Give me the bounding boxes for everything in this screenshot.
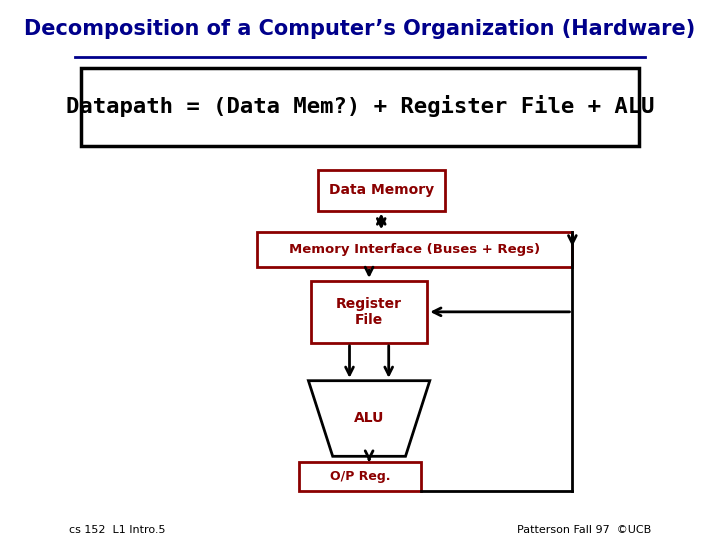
Text: O/P Reg.: O/P Reg. bbox=[330, 470, 390, 483]
Text: Datapath = (Data Mem?) + Register File + ALU: Datapath = (Data Mem?) + Register File +… bbox=[66, 96, 654, 117]
Bar bbox=[257, 232, 572, 267]
Text: Patterson Fall 97  ©UCB: Patterson Fall 97 ©UCB bbox=[517, 524, 652, 535]
Text: ALU: ALU bbox=[354, 411, 384, 426]
Text: cs 152  L1 Intro.5: cs 152 L1 Intro.5 bbox=[69, 524, 166, 535]
Polygon shape bbox=[308, 381, 430, 456]
Text: Memory Interface (Buses + Regs): Memory Interface (Buses + Regs) bbox=[289, 243, 540, 256]
Bar bbox=[318, 170, 445, 211]
Text: Data Memory: Data Memory bbox=[328, 184, 433, 197]
Bar bbox=[312, 281, 427, 343]
FancyBboxPatch shape bbox=[81, 68, 639, 146]
Text: Decomposition of a Computer’s Organization (Hardware): Decomposition of a Computer’s Organizati… bbox=[24, 19, 696, 39]
Bar bbox=[300, 462, 420, 491]
Text: Register
File: Register File bbox=[336, 297, 402, 327]
